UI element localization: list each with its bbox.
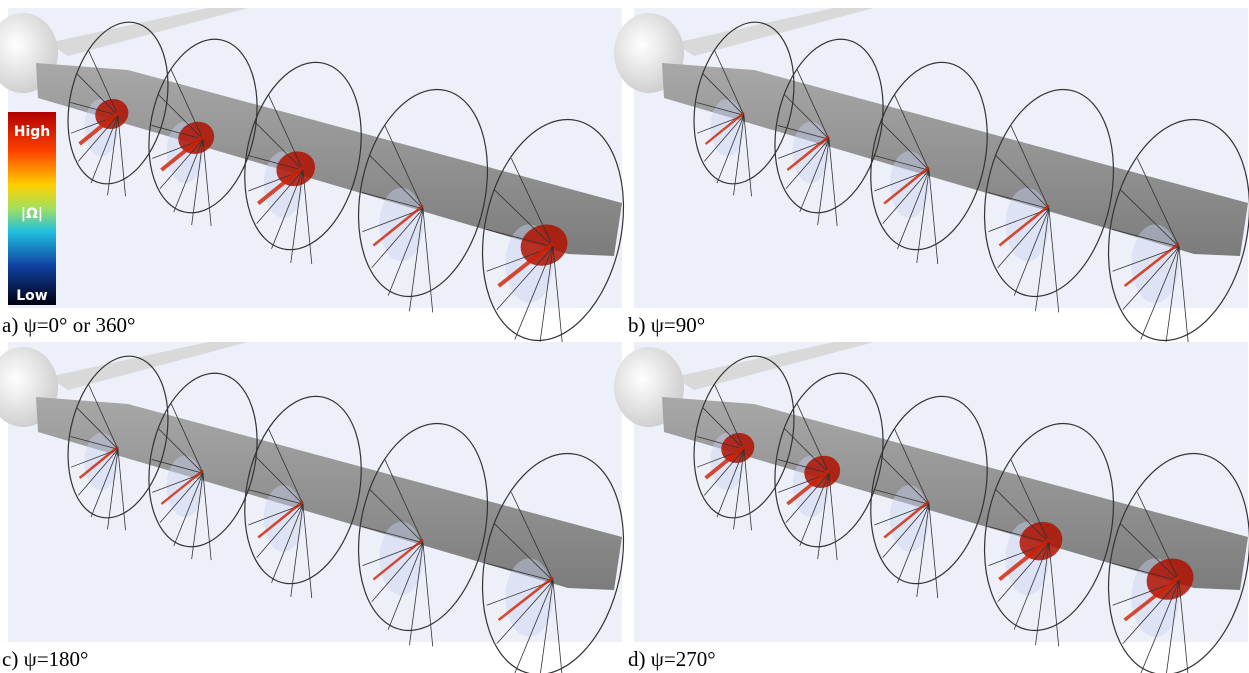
caption: b) ψ=90°	[628, 313, 705, 337]
colorbar-high: High	[14, 124, 51, 140]
figure: a) ψ=0° or 360° b) ψ=90° c) ψ=180° d) ψ=270…	[0, 0, 1249, 673]
caption: c) ψ=180°	[2, 647, 88, 671]
panel	[0, 8, 643, 357]
caption: d) ψ=270°	[628, 647, 716, 671]
panel	[614, 342, 1249, 673]
figure-svg: a) ψ=0° or 360° b) ψ=90° c) ψ=180° d) ψ=270…	[0, 0, 1249, 673]
colorbar-quantity: |Ω|	[21, 206, 43, 222]
caption: a) ψ=0° or 360°	[2, 313, 135, 337]
colorbar: High |Ω| Low	[8, 112, 56, 305]
panel	[0, 342, 643, 673]
colorbar-low: Low	[16, 288, 48, 304]
panel	[614, 8, 1249, 357]
